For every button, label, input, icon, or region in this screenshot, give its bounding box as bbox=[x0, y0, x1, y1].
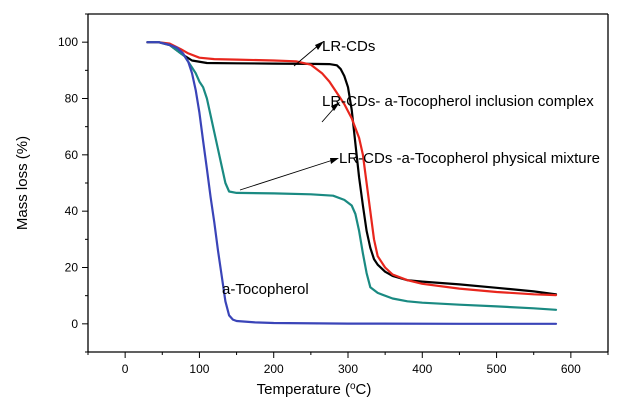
x-axis-title-pre: Temperature ( bbox=[257, 381, 350, 398]
leader-lr-cds-arrowhead bbox=[315, 41, 324, 50]
annotations: LR-CDs LR-CDs- a-Tocopherol inclusion co… bbox=[222, 38, 600, 298]
x-tick-label: 200 bbox=[264, 362, 284, 376]
leader-physical-mixture-arrowhead bbox=[330, 158, 339, 164]
leader-physical-mixture bbox=[239, 159, 334, 191]
annotation-lr-cds: LR-CDs bbox=[322, 38, 375, 55]
plot-frame bbox=[87, 13, 609, 353]
y-axis-title: Mass loss (%) bbox=[14, 136, 31, 230]
y-tick-label: 0 bbox=[71, 317, 78, 331]
y-tick-label: 80 bbox=[65, 92, 79, 106]
y-axis-ticks: 0 20 40 60 80 100 bbox=[58, 13, 88, 353]
x-tick-label: 500 bbox=[487, 362, 507, 376]
series-line-lr-cds bbox=[146, 41, 558, 296]
x-tick-label: 600 bbox=[561, 362, 581, 376]
series-layer bbox=[146, 41, 558, 325]
x-tick-label: 400 bbox=[412, 362, 432, 376]
x-tick-label: 300 bbox=[338, 362, 358, 376]
annotation-physical-mixture: LR-CDs -a-Tocopherol physical mixture bbox=[339, 150, 600, 167]
series-line-inclusion-complex bbox=[146, 41, 558, 297]
y-tick-label: 20 bbox=[65, 261, 79, 275]
x-tick-label: 0 bbox=[122, 362, 129, 376]
y-tick-label: 60 bbox=[65, 148, 79, 162]
annotation-a-tocopherol: a-Tocopherol bbox=[222, 281, 309, 298]
x-axis-title: Temperature (oC) bbox=[257, 381, 372, 398]
x-axis-title-post: C) bbox=[356, 381, 372, 398]
leader-inclusion-complex-arrowhead bbox=[331, 102, 340, 111]
x-axis-title-degree: o bbox=[350, 381, 356, 392]
series-line-physical-mixture bbox=[146, 41, 558, 311]
leader-lr-cds bbox=[293, 43, 321, 67]
annotation-inclusion-complex: LR-CDs- a-Tocopherol inclusion complex bbox=[322, 93, 594, 110]
annotation-leaders bbox=[239, 41, 340, 191]
y-tick-label: 40 bbox=[65, 204, 79, 218]
x-tick-label: 100 bbox=[189, 362, 209, 376]
y-tick-label: 100 bbox=[58, 35, 78, 49]
x-axis-ticks: 0 100 200 300 400 500 600 bbox=[87, 352, 609, 376]
series-line-a-tocopherol bbox=[146, 41, 558, 325]
